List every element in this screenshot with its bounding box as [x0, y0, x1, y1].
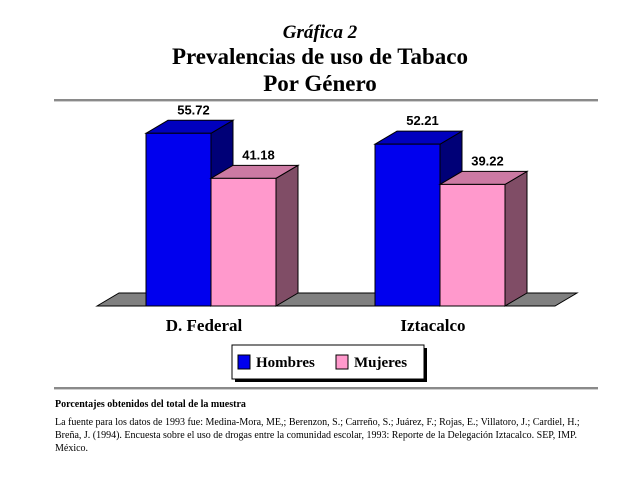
- bar-mujeres-2: [439, 183, 506, 307]
- data-label-mujeres-1: 41.18: [242, 147, 275, 162]
- bar-hombres-1: [145, 132, 212, 307]
- top-divider: [54, 99, 598, 102]
- chart-title: Prevalencias de uso de Tabaco: [171, 44, 469, 69]
- chart-subtitle: Por Género: [263, 71, 377, 96]
- bar-chart: 55.72 41.18 D. Federal 52.21 39.22 Iztacalco H…: [95, 102, 579, 382]
- category-label-1: D. Federal: [166, 316, 243, 335]
- category-label-2: Iztacalco: [400, 316, 465, 335]
- note-title: Porcentajes obtenidos del total de la mu…: [55, 399, 246, 410]
- legend-swatch-hombres: [237, 354, 251, 370]
- data-label-hombres-1: 55.72: [177, 102, 210, 117]
- legend: [231, 344, 425, 380]
- bar-side-mujeres-2: [504, 170, 528, 307]
- legend-label-hombres: Hombres: [256, 355, 315, 371]
- legend-label-mujeres: Mujeres: [354, 355, 407, 371]
- bottom-divider: [54, 387, 598, 390]
- source-citation: La fuente para los datos de 1993 fue: Me…: [55, 417, 580, 454]
- footnotes: Porcentajes obtenidos del total de la mu…: [55, 399, 595, 455]
- data-label-hombres-2: 52.21: [406, 113, 439, 128]
- data-label-mujeres-2: 39.22: [471, 153, 504, 168]
- bar-hombres-2: [374, 143, 441, 307]
- bar-mujeres-1: [210, 177, 277, 307]
- chart-kicker: Gráfica 2: [282, 22, 358, 43]
- bar-side-mujeres-1: [275, 164, 299, 307]
- legend-swatch-mujeres: [335, 354, 349, 370]
